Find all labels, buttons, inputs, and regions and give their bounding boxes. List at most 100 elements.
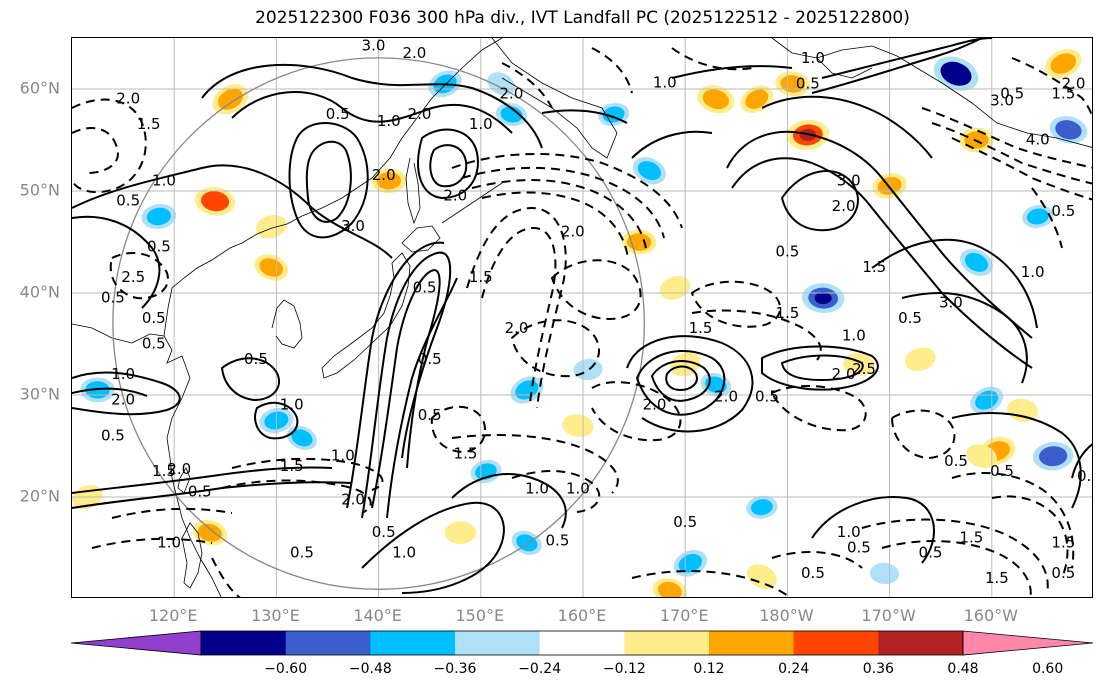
contour-solid xyxy=(761,95,933,159)
contour-label: 2.5 xyxy=(121,268,145,286)
contour-solid xyxy=(635,349,726,416)
contour-label: 0.5 xyxy=(116,192,140,210)
contour-dashed xyxy=(471,179,647,249)
contour-label: 0.5 xyxy=(142,335,166,353)
contour-dashed xyxy=(691,309,822,361)
colorbar-segment xyxy=(624,631,710,655)
contour-label: 1.5 xyxy=(959,528,983,546)
contour-solid xyxy=(72,387,148,397)
contour-label: 0.5 xyxy=(775,243,799,261)
contour-label: 1.5 xyxy=(862,258,886,276)
contour-dashed xyxy=(91,537,213,549)
contour-dashed xyxy=(771,551,863,569)
longitude-tick-label: 130°E xyxy=(251,606,300,625)
shading-blob xyxy=(192,519,228,546)
shading-blob xyxy=(1045,48,1082,79)
contour-dashed xyxy=(931,122,1092,185)
longitude-tick-label: 170°E xyxy=(659,606,709,625)
contour-label: 1.5 xyxy=(280,457,304,475)
contour-label: 2.0 xyxy=(111,391,135,409)
contour-solid xyxy=(72,371,181,416)
contour-solid xyxy=(541,109,628,124)
contour-solid xyxy=(254,401,299,440)
colorbar-segment xyxy=(201,631,287,655)
colorbar-min-arrow xyxy=(70,630,202,656)
contour-label: 0.5 xyxy=(1051,564,1075,582)
contour-label: 0.5 xyxy=(755,388,779,406)
contour-solid xyxy=(451,473,567,529)
contour-dashed xyxy=(221,479,372,514)
contour-label: 0.5 xyxy=(796,74,820,92)
longitude-tick-label: 180°W xyxy=(759,606,814,625)
contour-label: 1.0 xyxy=(280,396,304,414)
colorbar-tick-label: −0.12 xyxy=(602,661,646,677)
contour-solid xyxy=(72,481,353,509)
shading-blob xyxy=(141,203,177,230)
contour-label: 1.0 xyxy=(469,115,493,133)
contour-solid xyxy=(951,412,1082,509)
contour-dashed xyxy=(921,107,1092,169)
contour-label: 1.5 xyxy=(152,462,176,480)
longitude-tick-label: 160°E xyxy=(557,606,607,625)
contour-label: 2.5 xyxy=(852,360,876,378)
contour-label: 2.0 xyxy=(561,222,585,240)
latitude-tick-label: 60°N xyxy=(19,78,60,98)
latitude-tick-label: 20°N xyxy=(19,486,60,506)
contour-label: 1.0 xyxy=(842,326,866,344)
contour-label: 0.5 xyxy=(290,544,314,562)
contour-labels: 3.0 2.00.5 1.0 2.01.01.02.03.02.02.01.00.52… xyxy=(101,38,1093,587)
contour-dashed xyxy=(72,127,119,174)
contour-label: 1.0 xyxy=(377,112,401,130)
colorbar-segment xyxy=(878,631,964,655)
shading-blob xyxy=(673,550,708,577)
shading-blob xyxy=(775,71,810,97)
shading-blob xyxy=(254,254,289,281)
shading-blob xyxy=(659,275,691,300)
colorbar-segment xyxy=(285,631,371,655)
colorbar-outline xyxy=(200,630,964,656)
contour-solid xyxy=(731,157,1033,369)
contour-label: 0.5 xyxy=(188,482,212,500)
contour-label: 0.5 xyxy=(418,350,442,368)
colorbar-segment xyxy=(539,631,625,655)
contour-dashed xyxy=(511,470,601,513)
contour-dashed xyxy=(881,540,1032,597)
contour-label: 1.0 xyxy=(392,544,416,562)
colorbar-tick-label: 0.36 xyxy=(862,661,894,677)
shading-blob xyxy=(212,84,249,115)
contour-label: 0.5 xyxy=(101,426,125,444)
contour-label: 2.0 xyxy=(167,460,191,478)
contour-solid xyxy=(305,140,352,223)
gridlines xyxy=(72,38,1092,597)
colorbar-tick-label: −0.60 xyxy=(264,661,308,677)
contour-label: 1.0 xyxy=(653,73,677,91)
contour-dashed xyxy=(951,137,1092,201)
contour-label: 0.5 xyxy=(1077,467,1093,485)
contour-label: 1.5 xyxy=(1051,533,1075,551)
contour-dashed xyxy=(466,206,567,409)
longitude-tick-label: 140°E xyxy=(353,606,402,625)
contour-dashed xyxy=(861,518,1049,594)
colorbar-segment xyxy=(455,631,541,655)
contour-solid xyxy=(361,251,452,519)
shading-blob xyxy=(801,283,845,314)
shading-blob xyxy=(371,168,407,194)
contour-dashed xyxy=(890,409,956,460)
latitude-tick-label: 40°N xyxy=(19,282,60,302)
contour-solid xyxy=(665,365,698,392)
contour-label: 0.5 xyxy=(990,462,1014,480)
shading-blob xyxy=(904,347,936,372)
contour-solid xyxy=(650,360,711,402)
contour-label: 0.5 xyxy=(1051,202,1075,220)
contour-solid xyxy=(231,91,513,134)
contour-solid xyxy=(417,128,479,200)
contour-label: 1.5 xyxy=(775,304,799,322)
shading-blob xyxy=(487,72,516,96)
longitude-tick-label: 120°E xyxy=(148,606,198,625)
contour-dashed xyxy=(1011,57,1092,120)
contour-label: 1.5 xyxy=(1051,85,1075,103)
contour-dashed xyxy=(671,47,753,71)
shading-blob xyxy=(194,186,236,216)
shading-blob xyxy=(573,358,603,381)
contour-label: 2.0 xyxy=(372,166,396,184)
